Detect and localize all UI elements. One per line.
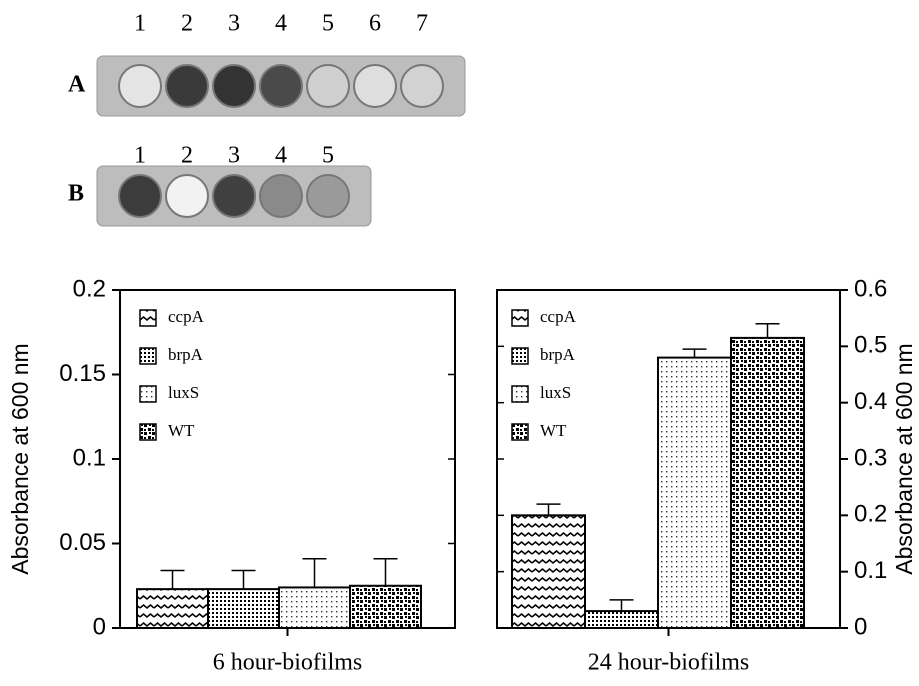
legend-label: ccpA	[540, 307, 577, 326]
well	[354, 65, 396, 107]
bar	[512, 515, 585, 628]
well	[307, 65, 349, 107]
y-tick-label: 0	[854, 613, 867, 640]
legend-label: luxS	[168, 383, 199, 402]
legend-label: brpA	[168, 345, 204, 364]
well-number: 4	[275, 11, 287, 37]
plot-frame	[120, 290, 455, 628]
well-number: 1	[134, 143, 146, 169]
legend-swatch	[512, 424, 528, 440]
bar	[350, 586, 421, 628]
well-number: 2	[181, 11, 193, 37]
well	[166, 175, 208, 217]
legend-swatch	[140, 348, 156, 364]
well-number: 3	[228, 11, 240, 37]
well	[401, 65, 443, 107]
well	[260, 175, 302, 217]
well	[119, 175, 161, 217]
bar	[279, 587, 350, 628]
well	[119, 65, 161, 107]
bar	[658, 358, 731, 628]
bar	[731, 338, 804, 628]
legend-label: luxS	[540, 383, 571, 402]
well-number: 6	[369, 11, 381, 37]
well-number: 3	[228, 143, 240, 169]
well-number: 7	[416, 11, 428, 37]
y-axis-label: Absorbance at 600 nm	[7, 343, 33, 574]
y-tick-label: 0.5	[854, 332, 887, 359]
well-number: 4	[275, 143, 287, 169]
bar	[208, 589, 279, 628]
legend-swatch	[512, 310, 528, 326]
x-axis-label: 6 hour-biofilms	[213, 650, 363, 676]
legend-swatch	[140, 424, 156, 440]
x-axis-label: 24 hour-biofilms	[588, 650, 750, 676]
y-tick-label: 0.6	[854, 275, 887, 302]
panel-label: B	[68, 181, 84, 207]
y-axis-label: Absorbance at 600 nm	[891, 343, 917, 574]
y-tick-label: 0.2	[73, 275, 106, 302]
legend-swatch	[140, 310, 156, 326]
well-number: 5	[322, 11, 334, 37]
legend-label: WT	[540, 421, 567, 440]
well-number: 2	[181, 143, 193, 169]
well-number: 1	[134, 11, 146, 37]
legend-label: WT	[168, 421, 195, 440]
y-tick-label: 0.15	[59, 360, 106, 387]
page: {"panels": [ {"label": "A", "wells": [ {…	[0, 0, 919, 681]
legend-swatch	[140, 386, 156, 402]
y-tick-label: 0.4	[854, 388, 887, 415]
figure: A 1 2 3 4 5 6 7 B 1 2 3 4 5 0 0.05 0.1 0.15 0.2 ccpA brpA lux…	[0, 0, 919, 681]
legend-swatch	[512, 348, 528, 364]
well-number: 5	[322, 143, 334, 169]
panel-label: A	[68, 72, 86, 98]
bar	[137, 589, 208, 628]
y-tick-label: 0.3	[854, 444, 887, 471]
well	[260, 65, 302, 107]
well	[166, 65, 208, 107]
y-tick-label: 0.1	[73, 444, 106, 471]
well	[213, 65, 255, 107]
y-tick-label: 0.1	[854, 557, 887, 584]
y-tick-label: 0.05	[59, 529, 106, 556]
well	[213, 175, 255, 217]
legend-label: ccpA	[168, 307, 205, 326]
y-tick-label: 0	[93, 613, 106, 640]
legend-swatch	[512, 386, 528, 402]
bar	[585, 611, 658, 628]
y-tick-label: 0.2	[854, 501, 887, 528]
legend-label: brpA	[540, 345, 576, 364]
well	[307, 175, 349, 217]
